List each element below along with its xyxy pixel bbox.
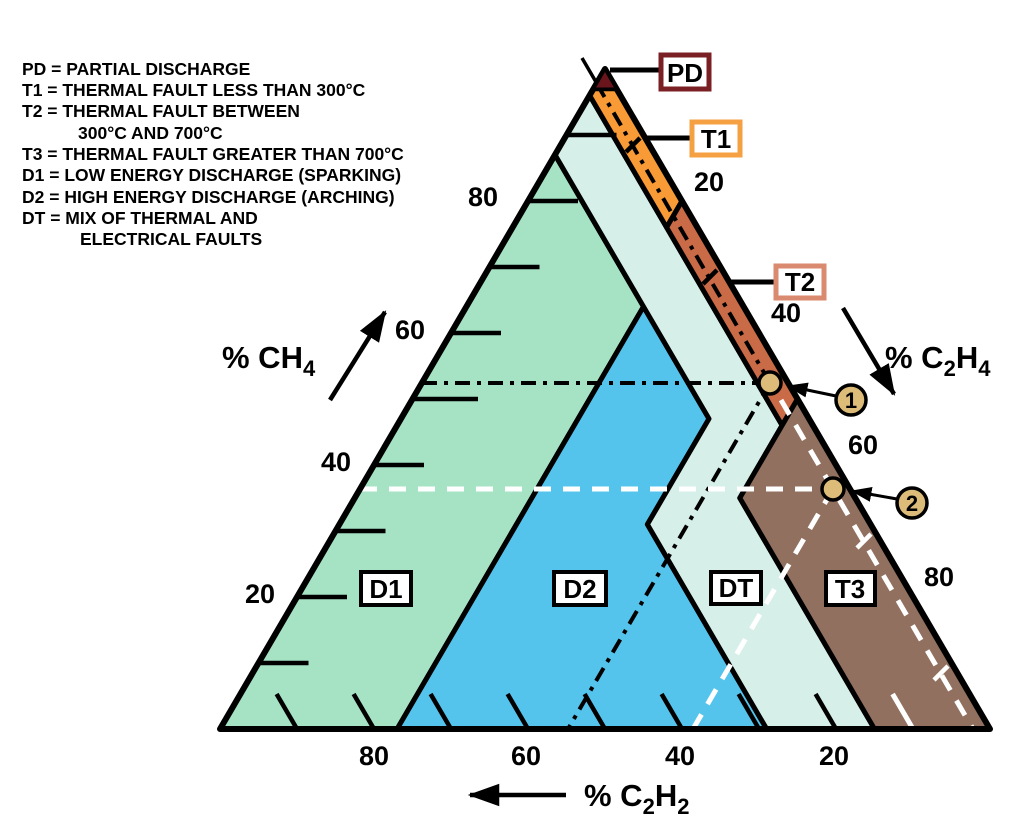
c2h2-tick-label: 60 (511, 741, 541, 771)
zone-pd (590, 65, 620, 91)
c2h2-tick-labels: 80 60 40 20 (359, 741, 849, 771)
legend-line-t1: T1 = THERMAL FAULT LESS THAN 300°C (22, 80, 366, 100)
c2h2-tick-label: 40 (665, 741, 695, 771)
ch4-axis-arrow (328, 310, 387, 402)
axis-arrows (328, 306, 896, 807)
c2h2-axis-label: % C2H2 (584, 778, 689, 819)
c2h2-tick (659, 692, 684, 731)
t1-label-box (689, 119, 743, 158)
legend: PD = PARTIAL DISCHARGE T1 = THERMAL FAUL… (22, 59, 404, 249)
legend-line-t3: T3 = THERMAL FAULT GREATER THAN 700°C (22, 144, 404, 164)
legend-line-dt: DT = MIX OF THERMAL AND (22, 208, 258, 228)
triangle-outline (217, 66, 993, 732)
ch4-axis-ticks (258, 132, 617, 666)
t1-label: T1 (701, 124, 731, 154)
legend-line-d2: D2 = HIGH ENERGY DISCHARGE (ARCHING) (22, 187, 395, 207)
example1-edge-strip-line (595, 82, 772, 385)
example-point-1-marker (757, 370, 783, 396)
c2h2-tick (890, 692, 916, 731)
badge1-arrow (786, 382, 837, 398)
legend-line-t2: T2 = THERMAL FAULT BETWEEN (22, 101, 300, 121)
c2h4-axis-arrow (841, 306, 896, 396)
c2h2-tick (736, 692, 761, 731)
c2h4-tick-label: 60 (848, 430, 878, 460)
badge2-arrow (850, 487, 898, 502)
pd-label-box (658, 52, 712, 92)
ch4-tick-label: 40 (321, 447, 351, 477)
c2h2-tick (813, 692, 838, 731)
t2-label-box (773, 263, 827, 301)
c2h4-tick-label: 80 (924, 562, 954, 592)
c2h2-tick-label: 80 (359, 741, 389, 771)
legend-line-d1: D1 = LOW ENERGY DISCHARGE (SPARKING) (22, 165, 401, 185)
example-badge-2 (895, 486, 929, 520)
example-point-markers: 1 2 (757, 370, 929, 520)
example2-c2h2-line (778, 398, 976, 731)
c2h2-tick (351, 692, 376, 731)
c2h2-axis-ticks (274, 692, 916, 731)
dt-label: DT (719, 573, 754, 603)
ch4-tick-label: 60 (395, 315, 425, 345)
legend-line-dtb: ELECTRICAL FAULTS (80, 229, 262, 249)
d1-label-box (359, 570, 413, 607)
apex-overshoot-mark (580, 57, 598, 83)
callout-lines (610, 67, 775, 285)
example2-dashed-lines (360, 398, 976, 731)
c2h4-tick-label: 20 (694, 167, 724, 197)
zone-label-boxes: PD T1 T2 D1 D2 DT T3 (359, 52, 877, 607)
t3-label: T3 (835, 574, 865, 604)
ch4-tick-label: 20 (245, 579, 275, 609)
c2h2-tick (505, 692, 530, 731)
legend-line-t2b: 300°C AND 700°C (78, 123, 223, 143)
ch4-tick-labels: 80 60 40 20 (245, 182, 498, 609)
c2h2-tick (428, 692, 453, 731)
dt-label-box (709, 570, 763, 606)
pd-label: PD (667, 58, 703, 88)
example-badge-1-label: 1 (845, 388, 857, 413)
c2h4-tick (932, 664, 950, 682)
d1-label: D1 (369, 574, 402, 604)
c2h2-tick (582, 692, 607, 731)
example-point-2-marker (820, 476, 846, 502)
t3-label-box (824, 570, 877, 607)
c2h2-tick (274, 692, 299, 731)
c2h2-tick-label: 20 (819, 741, 849, 771)
example-badge-2-label: 2 (906, 491, 918, 516)
example-badge-1 (834, 383, 868, 417)
legend-line-pd: PD = PARTIAL DISCHARGE (22, 59, 250, 79)
d2-label: D2 (563, 574, 596, 604)
c2h4-axis-label: % C2H4 (885, 340, 991, 381)
ch4-axis-label: % CH4 (222, 340, 316, 381)
example1-dashdot-lines (422, 82, 772, 731)
c2h4-tick (855, 532, 873, 550)
t2-label: T2 (785, 267, 815, 297)
example1-c2h4-line (566, 381, 772, 731)
c2h4-tick-label: 40 (771, 298, 801, 328)
c2h4-tick-labels: 20 40 60 80 (694, 167, 954, 592)
ch4-tick-label: 80 (468, 182, 498, 212)
d2-label-box (552, 570, 608, 607)
